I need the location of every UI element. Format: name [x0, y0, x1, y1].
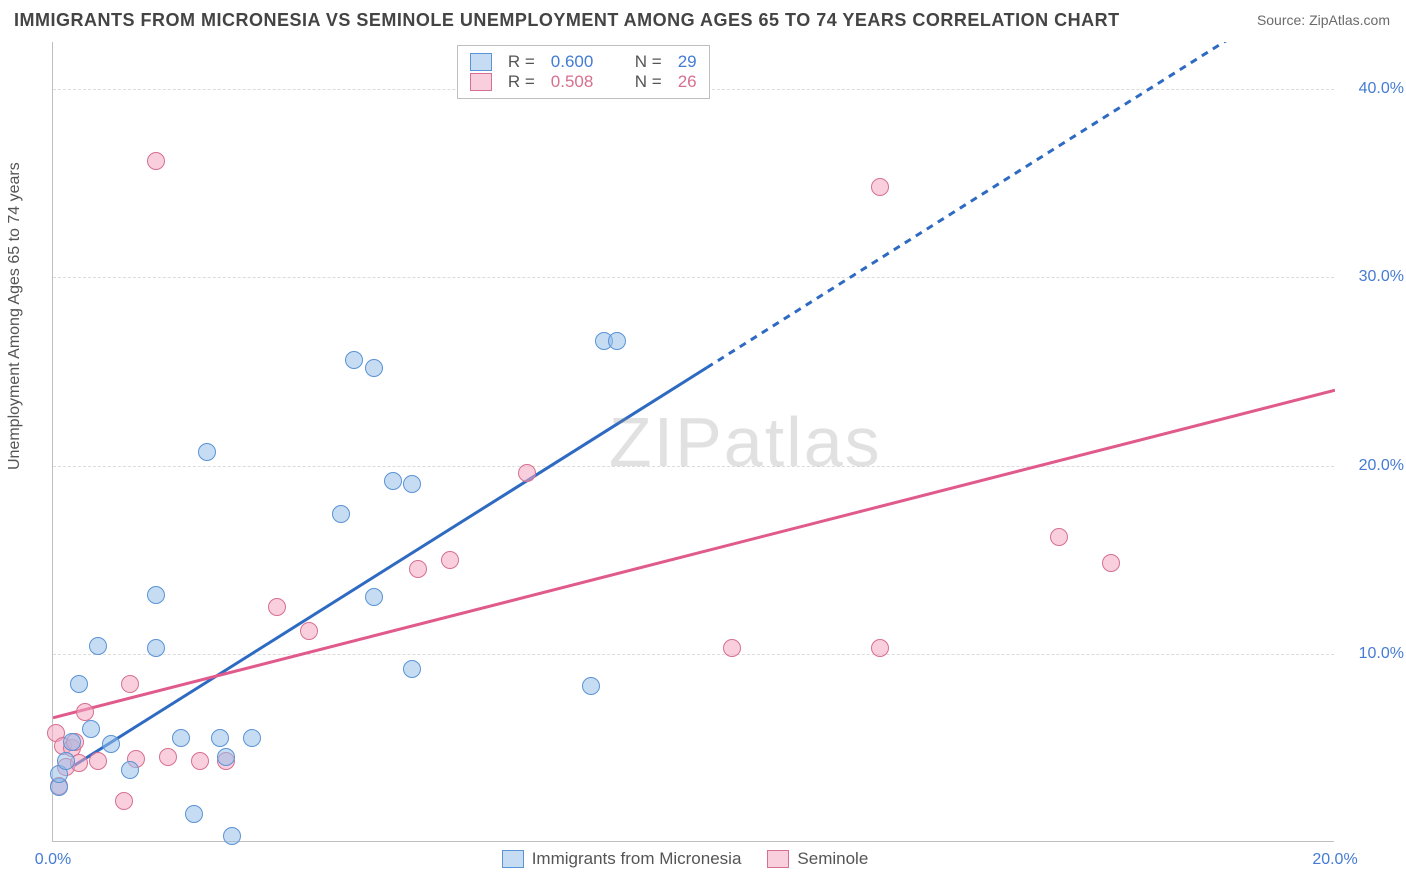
legend-label: Immigrants from Micronesia — [532, 849, 742, 869]
legend-item: Seminole — [767, 849, 868, 869]
plot-area: 10.0%20.0%30.0%40.0%0.0%20.0%ZIPatlas R … — [52, 42, 1334, 842]
scatter-point-blue — [403, 475, 421, 493]
x-tick-label: 20.0% — [1312, 851, 1357, 869]
scatter-point-blue — [89, 637, 107, 655]
scatter-point-blue — [147, 586, 165, 604]
scatter-point-blue — [608, 332, 626, 350]
scatter-point-blue — [147, 639, 165, 657]
r-label: R = — [508, 72, 535, 92]
r-label: R = — [508, 52, 535, 72]
scatter-point-blue — [82, 720, 100, 738]
scatter-point-pink — [441, 551, 459, 569]
legend-row: R = 0.600 N = 29 — [470, 52, 697, 72]
legend-row: R = 0.508 N = 26 — [470, 72, 697, 92]
scatter-point-pink — [147, 152, 165, 170]
scatter-point-blue — [198, 443, 216, 461]
scatter-point-pink — [409, 560, 427, 578]
scatter-point-blue — [102, 735, 120, 753]
n-value: 26 — [678, 72, 697, 92]
r-value: 0.600 — [551, 52, 594, 72]
scatter-point-blue — [223, 827, 241, 845]
scatter-point-blue — [332, 505, 350, 523]
scatter-point-pink — [268, 598, 286, 616]
scatter-point-blue — [70, 675, 88, 693]
scatter-point-pink — [1050, 528, 1068, 546]
n-value: 29 — [678, 52, 697, 72]
scatter-point-blue — [243, 729, 261, 747]
scatter-point-pink — [871, 178, 889, 196]
scatter-point-pink — [1102, 554, 1120, 572]
y-tick-label: 40.0% — [1359, 80, 1404, 98]
scatter-point-pink — [191, 752, 209, 770]
scatter-point-blue — [217, 748, 235, 766]
y-tick-label: 30.0% — [1359, 268, 1404, 286]
scatter-point-pink — [89, 752, 107, 770]
trend-lines — [53, 42, 1335, 842]
scatter-point-blue — [384, 472, 402, 490]
n-label: N = — [635, 52, 662, 72]
source-attribution: Source: ZipAtlas.com — [1257, 12, 1390, 28]
scatter-point-blue — [57, 752, 75, 770]
y-tick-label: 20.0% — [1359, 457, 1404, 475]
legend-label: Seminole — [797, 849, 868, 869]
series-legend: Immigrants from Micronesia Seminole — [502, 849, 869, 869]
scatter-point-blue — [365, 588, 383, 606]
r-value: 0.508 — [551, 72, 594, 92]
scatter-point-pink — [76, 703, 94, 721]
scatter-point-pink — [300, 622, 318, 640]
scatter-point-pink — [518, 464, 536, 482]
scatter-point-pink — [121, 675, 139, 693]
legend-swatch — [470, 73, 492, 91]
scatter-point-blue — [121, 761, 139, 779]
scatter-point-pink — [871, 639, 889, 657]
scatter-point-blue — [185, 805, 203, 823]
legend-swatch — [502, 850, 524, 868]
x-tick-label: 0.0% — [35, 851, 71, 869]
scatter-point-blue — [345, 351, 363, 369]
legend-item: Immigrants from Micronesia — [502, 849, 742, 869]
y-tick-label: 10.0% — [1359, 645, 1404, 663]
correlation-legend: R = 0.600 N = 29 R = 0.508 N = 26 — [457, 45, 710, 99]
scatter-point-blue — [582, 677, 600, 695]
scatter-point-blue — [211, 729, 229, 747]
legend-swatch — [470, 53, 492, 71]
scatter-point-blue — [172, 729, 190, 747]
n-label: N = — [635, 72, 662, 92]
chart-title: IMMIGRANTS FROM MICRONESIA VS SEMINOLE U… — [14, 10, 1120, 31]
scatter-point-pink — [115, 792, 133, 810]
scatter-point-pink — [723, 639, 741, 657]
legend-swatch — [767, 850, 789, 868]
scatter-point-pink — [159, 748, 177, 766]
scatter-point-blue — [365, 359, 383, 377]
y-axis-label: Unemployment Among Ages 65 to 74 years — [6, 162, 24, 470]
scatter-point-blue — [403, 660, 421, 678]
scatter-point-blue — [63, 733, 81, 751]
